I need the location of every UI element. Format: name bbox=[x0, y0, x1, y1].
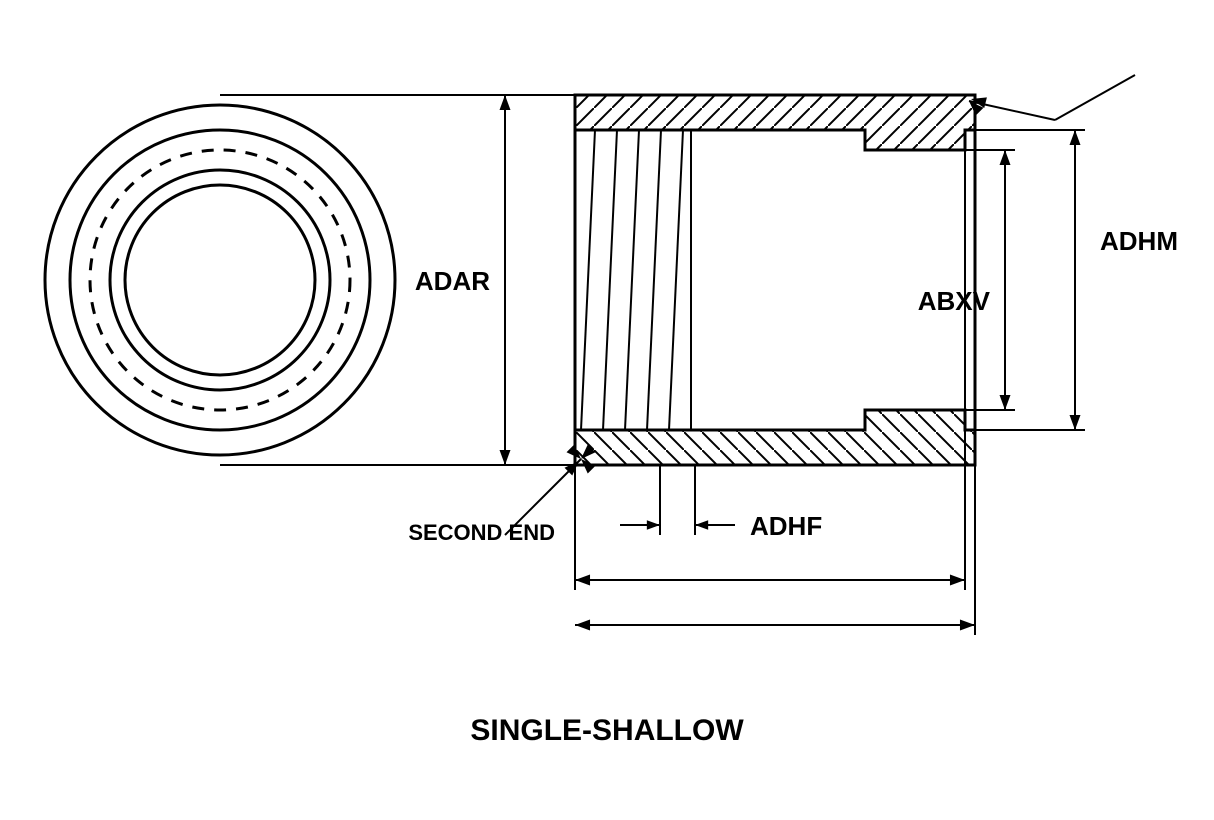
diagram-title: SINGLE-SHALLOW bbox=[470, 714, 744, 747]
label-second-end: SECOND END bbox=[408, 520, 555, 545]
label-adhf: ADHF bbox=[750, 511, 822, 541]
front-view bbox=[45, 105, 395, 455]
label-adhm: ADHM bbox=[1100, 226, 1178, 256]
dimensions bbox=[220, 75, 1135, 635]
label-abxv: ABXV bbox=[918, 286, 991, 316]
section-view bbox=[575, 95, 975, 465]
label-adar: ADAR bbox=[415, 266, 490, 296]
